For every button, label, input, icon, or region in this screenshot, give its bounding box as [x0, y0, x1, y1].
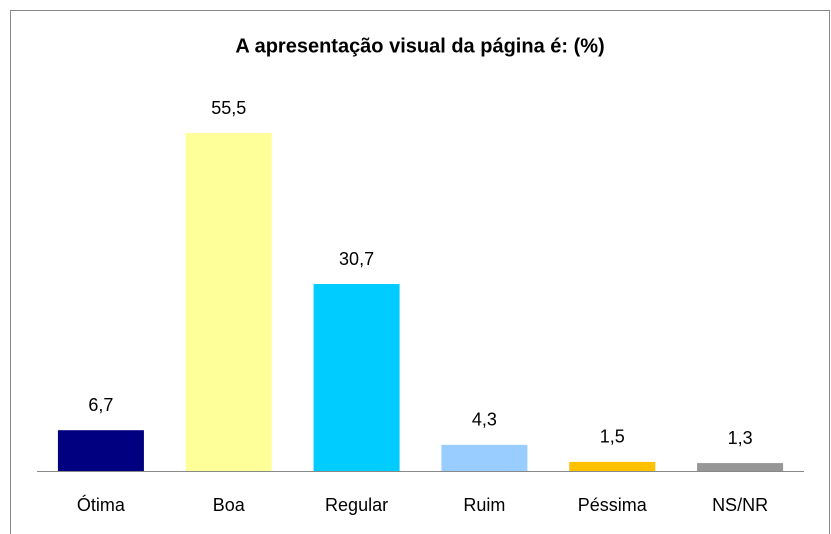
bar	[57, 430, 144, 471]
data-label: 6,7	[88, 395, 113, 415]
x-tick-label: Ótima	[77, 494, 126, 515]
bar	[313, 284, 400, 471]
x-tick-label: Ruim	[463, 495, 505, 515]
x-tick-label: NS/NR	[712, 495, 768, 515]
chart-title: A apresentação visual da página é: (%)	[235, 35, 604, 57]
bar	[441, 444, 528, 471]
chart-frame	[10, 10, 830, 534]
data-label: 55,5	[211, 98, 246, 118]
bar	[569, 461, 656, 471]
bar	[697, 463, 784, 471]
x-tick-label: Boa	[213, 495, 246, 515]
x-tick-label: Regular	[325, 495, 388, 515]
data-label: 1,5	[600, 427, 625, 447]
data-label: 4,3	[472, 410, 497, 430]
data-label: 1,3	[728, 428, 753, 448]
bar	[185, 133, 272, 471]
data-label: 30,7	[339, 249, 374, 269]
x-tick-label: Péssima	[578, 495, 648, 515]
